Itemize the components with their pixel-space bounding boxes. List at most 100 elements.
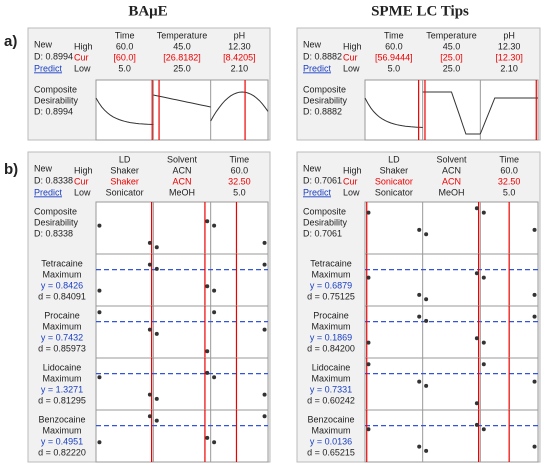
design-point: [205, 435, 210, 440]
new-label: New: [303, 163, 322, 173]
design-point: [212, 223, 217, 228]
level-label: Low: [74, 63, 91, 73]
factor-low: 5.0: [118, 63, 131, 73]
factor-low: 2.10: [500, 63, 518, 73]
factor-high: Shaker: [110, 165, 139, 175]
row-label: d = 0.82220: [38, 447, 86, 457]
design-point: [154, 396, 159, 401]
plot-area: [364, 357, 539, 411]
row-label: Maximum: [42, 269, 81, 279]
row-label: y = 0.4951: [41, 436, 83, 446]
design-point: [424, 232, 429, 237]
design-point: [417, 227, 422, 232]
factor-current: ACN: [172, 176, 191, 186]
row-label: Maximum: [42, 373, 81, 383]
level-label: Cur: [343, 176, 358, 186]
row-label: Desirability: [303, 95, 348, 105]
design-point: [474, 206, 479, 211]
row-label: Maximum: [311, 269, 350, 279]
design-point: [424, 448, 429, 453]
row-label: Tetracaine: [310, 258, 352, 268]
design-point: [474, 336, 479, 341]
desirability: D: 0.8338: [34, 175, 73, 185]
factor-name: pH: [234, 30, 246, 40]
design-point: [424, 383, 429, 388]
desirability-curve: [210, 91, 269, 122]
predict-link[interactable]: Predict: [303, 187, 332, 197]
factor-current: Shaker: [110, 176, 139, 186]
row-label: y = 0.8426: [41, 280, 83, 290]
level-label: High: [343, 165, 362, 175]
level-label: Low: [343, 63, 360, 73]
desirability: D: 0.8994: [34, 51, 73, 61]
row-label: D: 0.8994: [34, 106, 73, 116]
design-point: [262, 414, 267, 419]
row-label: Composite: [34, 206, 77, 216]
row-label: d = 0.60242: [307, 395, 355, 405]
factor-low: 5.0: [503, 187, 516, 197]
factor-name: pH: [503, 30, 515, 40]
factor-current: [26.8182]: [163, 52, 201, 62]
desirability-curve: [364, 97, 423, 128]
row-label: d = 0.75125: [307, 291, 355, 301]
factor-low: 25.0: [443, 63, 461, 73]
plot-area: [95, 253, 269, 307]
row-label: Procaine: [313, 310, 349, 320]
factor-high: ACN: [172, 165, 191, 175]
row-label: y = 0.6879: [310, 280, 352, 290]
design-point: [366, 362, 371, 367]
row-label: Benzocaine: [307, 414, 354, 424]
row-label: y = 0.7331: [310, 384, 352, 394]
predict-link[interactable]: Predict: [303, 63, 332, 73]
design-point: [154, 331, 159, 336]
design-point: [147, 240, 152, 245]
factor-current: 32.50: [228, 176, 251, 186]
design-point: [262, 392, 267, 397]
design-point: [474, 401, 479, 406]
factor-low: 5.0: [388, 63, 401, 73]
factor-name: LD: [388, 154, 400, 164]
plot-area: [95, 79, 269, 141]
new-label: New: [34, 39, 53, 49]
plot-area: [364, 253, 539, 307]
design-point: [262, 240, 267, 245]
level-label: Low: [74, 187, 91, 197]
design-point: [532, 379, 537, 384]
level-label: Cur: [74, 176, 89, 186]
factor-current: [12.30]: [495, 52, 523, 62]
row-label: d = 0.84091: [38, 291, 86, 301]
predict-link[interactable]: Predict: [34, 187, 63, 197]
factor-high: 12.30: [498, 41, 521, 51]
level-label: Cur: [343, 52, 358, 62]
row-label: y = 0.0136: [310, 436, 352, 446]
design-point: [481, 362, 486, 367]
factor-low: 5.0: [233, 187, 246, 197]
design-point: [417, 292, 422, 297]
design-point: [366, 275, 371, 280]
row-label: y = 0.7432: [41, 332, 83, 342]
new-label: New: [34, 163, 53, 173]
design-point: [366, 340, 371, 345]
level-label: Cur: [74, 52, 89, 62]
row-label: D: 0.7061: [303, 228, 342, 238]
design-point: [481, 210, 486, 215]
row-label: D: 0.8882: [303, 106, 342, 116]
desirability: D: 0.8882: [303, 51, 342, 61]
row-label: Maximum: [42, 321, 81, 331]
row-label: Maximum: [311, 373, 350, 383]
factor-current: [56.9444]: [375, 52, 413, 62]
plot-area: [364, 409, 539, 463]
design-point: [424, 318, 429, 323]
factor-name: Time: [229, 154, 249, 164]
factor-name: Time: [499, 154, 519, 164]
predict-link[interactable]: Predict: [34, 63, 63, 73]
factor-high: 60.0: [116, 41, 134, 51]
desirability-curve: [95, 97, 154, 125]
design-point: [205, 349, 210, 354]
design-point: [532, 314, 537, 319]
plot-area: [95, 201, 269, 255]
row-label: Lidocaine: [43, 362, 82, 372]
factor-current: [8.4205]: [223, 52, 256, 62]
new-label: New: [303, 39, 322, 49]
